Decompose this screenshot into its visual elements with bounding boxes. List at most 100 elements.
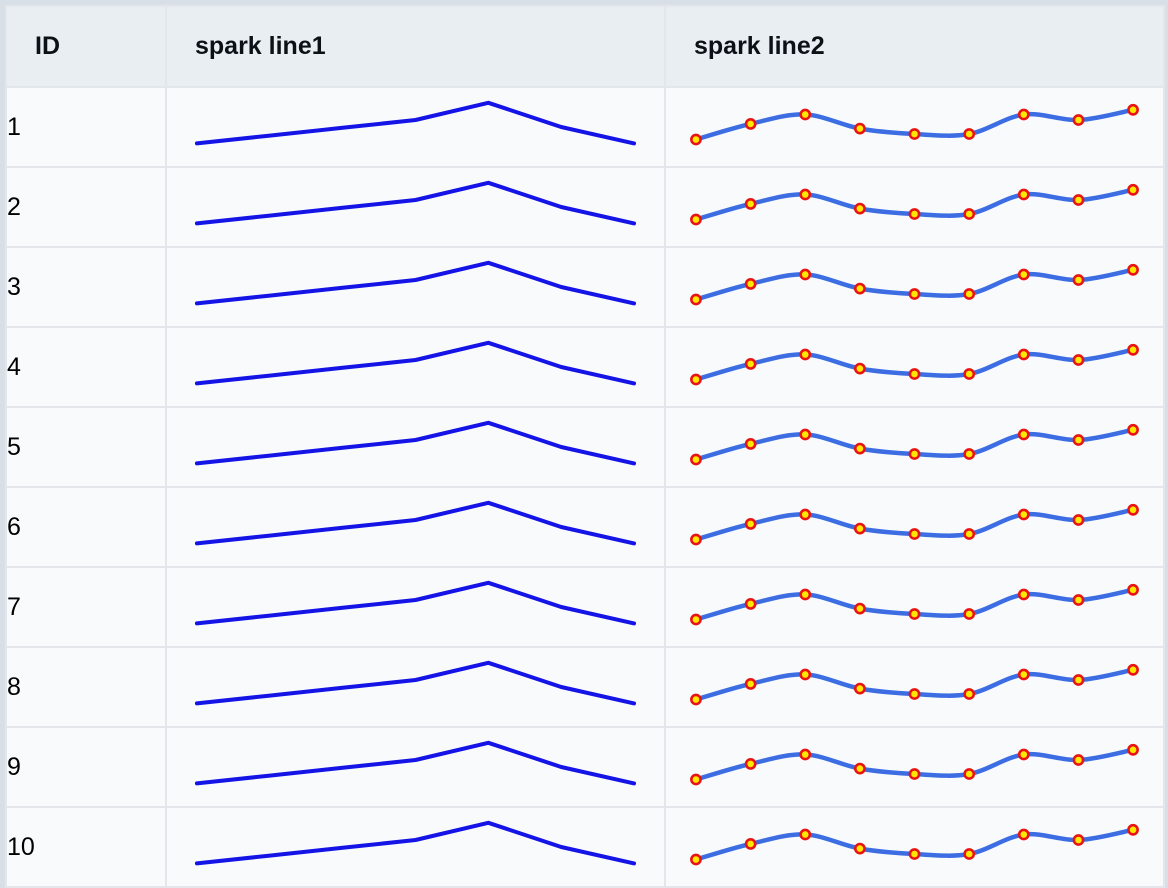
- sparkline2-marker: [854, 762, 866, 775]
- sparkline2-marker: [908, 448, 921, 460]
- sparkline2-marker: [744, 358, 757, 370]
- sparkline2-marker: [799, 828, 812, 841]
- sparkline1-path: [194, 660, 637, 706]
- sparkline2-marker: [1127, 423, 1139, 436]
- sparkline-table-container: ID spark line1 spark line2 1 2 3 4 5 6: [5, 5, 1165, 888]
- sparkline1-chart: [194, 420, 637, 466]
- sparkline2-marker: [1072, 194, 1085, 206]
- sparkline2-marker: [963, 368, 976, 380]
- sparkline2-cell: [664, 726, 1165, 808]
- sparkline2-cell: [664, 326, 1165, 408]
- sparkline2-marker: [690, 773, 702, 786]
- sparkline2-chart: [690, 183, 1139, 226]
- sparkline2-marker: [1017, 428, 1030, 441]
- sparkline2-marker: [1127, 743, 1139, 756]
- sparkline2-marker: [690, 373, 702, 386]
- sparkline2-cell: [664, 86, 1165, 168]
- sparkline1-path: [194, 580, 637, 626]
- sparkline-table: ID spark line1 spark line2 1 2 3 4 5 6: [5, 5, 1165, 888]
- sparkline2-marker: [690, 693, 702, 706]
- sparkline1-path: [194, 180, 637, 226]
- sparkline2-marker: [1017, 828, 1030, 841]
- sparkline2-marker: [1072, 114, 1085, 126]
- sparkline2-chart: [690, 663, 1139, 706]
- sparkline2-marker: [690, 533, 702, 546]
- sparkline2-marker: [1127, 503, 1139, 516]
- sparkline2-marker: [1017, 508, 1030, 521]
- sparkline1-cell: [165, 806, 666, 888]
- table-row: 7: [5, 566, 1165, 648]
- sparkline2-marker: [1017, 748, 1030, 761]
- row-id-cell: 4: [5, 326, 167, 408]
- column-header-spark-line2: spark line2: [664, 5, 1165, 88]
- sparkline2-marker: [1127, 103, 1139, 116]
- column-header-id: ID: [5, 5, 167, 88]
- sparkline1-chart: [194, 820, 637, 866]
- sparkline1-path: [194, 260, 637, 306]
- sparkline2-chart: [690, 423, 1139, 466]
- sparkline1-path: [194, 820, 637, 866]
- sparkline1-path: [194, 340, 637, 386]
- table-row: 5: [5, 406, 1165, 488]
- sparkline2-marker: [908, 608, 921, 620]
- sparkline2-marker: [908, 128, 921, 140]
- sparkline2-marker: [744, 198, 757, 210]
- table-row: 8: [5, 646, 1165, 728]
- sparkline1-cell: [165, 646, 666, 728]
- row-id-cell: 10: [5, 806, 167, 888]
- sparkline2-cell: [664, 646, 1165, 728]
- sparkline2-marker: [744, 758, 757, 770]
- table-body: 1 2 3 4 5 6 7 8 9: [5, 86, 1165, 888]
- sparkline2-marker: [1072, 434, 1085, 446]
- sparkline1-cell: [165, 246, 666, 328]
- sparkline2-marker: [799, 188, 812, 201]
- sparkline2-marker: [908, 368, 921, 380]
- sparkline1-cell: [165, 566, 666, 648]
- sparkline2-marker: [963, 768, 976, 780]
- sparkline2-marker: [963, 688, 976, 700]
- sparkline2-marker: [690, 853, 702, 866]
- sparkline1-cell: [165, 86, 666, 168]
- sparkline1-path: [194, 100, 637, 146]
- row-id-cell: 3: [5, 246, 167, 328]
- sparkline2-marker: [1017, 348, 1030, 361]
- sparkline2-chart: [690, 503, 1139, 546]
- table-row: 10: [5, 806, 1165, 888]
- sparkline2-marker: [908, 208, 921, 220]
- sparkline2-marker: [690, 453, 702, 466]
- sparkline2-cell: [664, 166, 1165, 248]
- sparkline2-marker: [799, 108, 812, 121]
- sparkline2-chart: [690, 103, 1139, 146]
- sparkline2-marker: [854, 522, 866, 535]
- sparkline2-marker: [1072, 514, 1085, 526]
- sparkline2-marker: [799, 268, 812, 281]
- sparkline2-marker: [1127, 583, 1139, 596]
- sparkline2-marker: [744, 438, 757, 450]
- row-id-cell: 9: [5, 726, 167, 808]
- sparkline2-marker: [1072, 834, 1085, 846]
- sparkline2-marker: [854, 842, 866, 855]
- sparkline2-marker: [1017, 268, 1030, 281]
- table-row: 4: [5, 326, 1165, 408]
- sparkline2-marker: [854, 602, 866, 615]
- sparkline1-cell: [165, 166, 666, 248]
- sparkline2-marker: [963, 848, 976, 860]
- sparkline2-cell: [664, 406, 1165, 488]
- sparkline1-chart: [194, 740, 637, 786]
- sparkline2-chart: [690, 343, 1139, 386]
- sparkline1-chart: [194, 340, 637, 386]
- sparkline2-marker: [963, 128, 976, 140]
- sparkline2-marker: [1017, 588, 1030, 601]
- sparkline1-chart: [194, 260, 637, 306]
- sparkline2-marker: [799, 668, 812, 681]
- sparkline2-marker: [799, 348, 812, 361]
- sparkline2-marker: [799, 588, 812, 601]
- sparkline2-marker: [744, 278, 757, 290]
- sparkline1-chart: [194, 100, 637, 146]
- sparkline2-marker: [690, 213, 702, 226]
- table-row: 1: [5, 86, 1165, 168]
- sparkline2-marker: [1127, 343, 1139, 356]
- sparkline2-marker: [1072, 274, 1085, 286]
- row-id-cell: 2: [5, 166, 167, 248]
- sparkline1-chart: [194, 660, 637, 706]
